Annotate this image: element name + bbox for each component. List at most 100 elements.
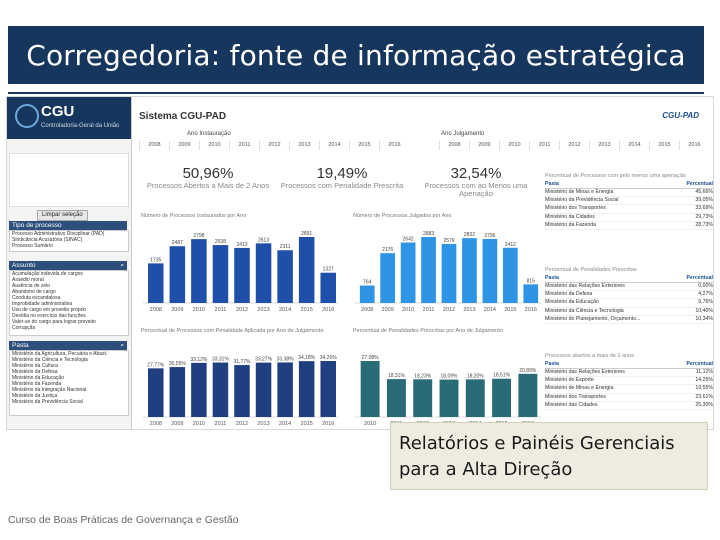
data-label: 815 bbox=[527, 278, 536, 284]
bar-chart-julgados: 764 2008 2176 2009 2642 2010 2883 2011 2579 2012 2… bbox=[355, 231, 541, 313]
table-row[interactable]: Ministério da Ciência e Tecnologia 10,40% bbox=[545, 308, 713, 316]
table-cell: 0,00% bbox=[698, 283, 713, 289]
list-item[interactable]: Ministério da Fazenda bbox=[12, 381, 62, 387]
tick-label: 2008 bbox=[150, 421, 162, 427]
list-item[interactable]: Uso de cargo em proveito próprio bbox=[12, 307, 87, 313]
list-item[interactable]: Corrupção bbox=[12, 325, 36, 331]
year-filter-item[interactable]: 2014 bbox=[619, 141, 649, 150]
column-header[interactable]: Percentual bbox=[686, 361, 713, 367]
list-item[interactable]: Ministério da Agricultura, Pecuária e Ab… bbox=[12, 351, 108, 357]
list-item[interactable]: Sindicância Acusatória (SINAC) bbox=[12, 237, 83, 243]
list-item[interactable]: Valer-se do cargo para lograr proveito bbox=[12, 319, 96, 325]
year-filter-item[interactable]: 2013 bbox=[589, 141, 619, 150]
table-header: Pasta Percentual bbox=[545, 274, 713, 283]
column-header[interactable]: Percentual bbox=[686, 181, 713, 187]
year-filter-item[interactable]: 2012 bbox=[559, 141, 589, 150]
year-filter-item[interactable]: 2016 bbox=[679, 141, 709, 150]
bar bbox=[320, 361, 336, 417]
table-row[interactable]: Ministério da Previdência Social 39,05% bbox=[545, 197, 713, 206]
bar bbox=[191, 239, 207, 303]
tick-label: 2012 bbox=[443, 307, 455, 313]
year-filter-item[interactable]: 2008 bbox=[439, 141, 469, 150]
data-label: 2832 bbox=[464, 232, 475, 238]
table-cell: 25,30% bbox=[695, 401, 713, 408]
table-row[interactable]: Ministério das Relações Exteriores 11,12% bbox=[545, 369, 713, 378]
logo-text: CGU bbox=[41, 103, 75, 120]
table-row[interactable]: Ministério da Cidades 29,73% bbox=[545, 214, 713, 222]
cgu-logo: CGU Controladoria-Geral da União bbox=[7, 97, 131, 139]
list-item[interactable]: Improbidade administrativa bbox=[12, 301, 73, 307]
year-filter-item[interactable]: 2009 bbox=[469, 141, 499, 150]
list-item[interactable]: Acumulação indevida de cargos bbox=[12, 271, 83, 277]
list-item[interactable]: Assédio moral bbox=[12, 277, 44, 283]
year-filter-item[interactable]: 2008 bbox=[139, 141, 169, 150]
column-header[interactable]: Pasta bbox=[545, 361, 559, 367]
year-filter-item[interactable]: 2013 bbox=[289, 141, 319, 150]
list-item[interactable]: Ministério da Justiça bbox=[12, 393, 58, 399]
kpi-label: Processos com Penalidade Prescrita bbox=[280, 181, 404, 190]
list-item[interactable]: Ministério da Cultura bbox=[12, 363, 58, 369]
table-cell: 11,12% bbox=[695, 369, 713, 375]
list-item[interactable]: Conduta escandalosa bbox=[12, 295, 61, 301]
list-item[interactable]: Processo Sumário bbox=[12, 243, 53, 249]
list-item[interactable]: Ausência de zelo bbox=[12, 283, 51, 289]
list-pasta[interactable]: Ministério da Agricultura, Pecuária e Ab… bbox=[9, 350, 129, 416]
table-abertos: Processos abertos a mais de 2 anos Pasta P… bbox=[545, 353, 713, 411]
bar bbox=[191, 362, 207, 417]
list-item[interactable]: Ministério da Previdência Social bbox=[12, 399, 83, 405]
table-row[interactable]: Ministério das Cidades 25,30% bbox=[545, 401, 713, 411]
data-label: 2487 bbox=[172, 240, 183, 246]
table-row[interactable]: Ministério dos Transportes 23,61% bbox=[545, 394, 713, 402]
year-filter-item[interactable]: 2010 bbox=[199, 141, 229, 150]
year-filter-item[interactable]: 2010 bbox=[499, 141, 529, 150]
list-assunto[interactable]: Acumulação indevida de cargos Assédio mo… bbox=[9, 270, 129, 336]
list-tipo[interactable]: Processo Administrativo Disciplinar (PAD… bbox=[9, 230, 129, 252]
column-header[interactable]: Percentual bbox=[686, 275, 713, 281]
year-filter-instauracao[interactable]: 2008 2009 2010 2011 2012 2013 2014 2015 2016 bbox=[139, 141, 409, 150]
list-item[interactable]: Processo Administrativo Disciplinar (PAD… bbox=[12, 231, 105, 237]
list-item[interactable]: Abandono de cargo bbox=[12, 289, 56, 295]
list-item[interactable]: Desídia no exercício das funções bbox=[12, 313, 86, 319]
selection-box bbox=[9, 153, 129, 207]
filter-label-instauracao: Ano Instauração bbox=[187, 131, 231, 137]
tick-label: 2010 bbox=[193, 307, 205, 313]
chart-title: Percentual de Penalidades Prescritas por… bbox=[353, 328, 503, 334]
list-item[interactable]: Ministério da Defesa bbox=[12, 369, 58, 375]
year-filter-item[interactable]: 2009 bbox=[169, 141, 199, 150]
list-item[interactable]: Ministério da Integração Nacional bbox=[12, 387, 87, 393]
data-label: 18,51% bbox=[493, 373, 511, 379]
year-filter-julgamento[interactable]: 2008 2009 2010 2011 2012 2013 2014 2015 2016 bbox=[439, 141, 709, 150]
tick-label: 2010 bbox=[193, 421, 205, 427]
data-label: 2642 bbox=[403, 237, 414, 243]
list-item[interactable]: Ministério da Educação bbox=[12, 375, 64, 381]
table-row[interactable]: Ministério de Minas e Energia 19,55% bbox=[545, 385, 713, 394]
tick-label: 2014 bbox=[279, 421, 291, 427]
year-filter-item[interactable]: 2015 bbox=[649, 141, 679, 150]
tick-label: 2011 bbox=[423, 307, 435, 313]
list-item[interactable]: Ministério da Ciência e Tecnologia bbox=[12, 357, 88, 363]
column-header[interactable]: Pasta bbox=[545, 275, 559, 281]
table-row[interactable]: Ministério do Esporte 14,25% bbox=[545, 377, 713, 386]
kpi-label: Processos Abertos a Mais de 2 Anos bbox=[146, 181, 270, 190]
table-row[interactable]: Ministério da Fazenda 28,73% bbox=[545, 222, 713, 231]
table-row[interactable]: Ministério do Planejamento, Orçamento...… bbox=[545, 316, 713, 325]
year-filter-item[interactable]: 2016 bbox=[379, 141, 409, 150]
table-row[interactable]: Ministério dos Transportes 33,69% bbox=[545, 205, 713, 214]
year-filter-item[interactable]: 2011 bbox=[529, 141, 559, 150]
table-row[interactable]: Ministério da Educação 9,76% bbox=[545, 299, 713, 308]
search-icon[interactable]: ⌕ bbox=[120, 342, 124, 349]
year-filter-item[interactable]: 2015 bbox=[349, 141, 379, 150]
bar-chart-instaurados: 1735 2008 2487 2009 2798 2010 2538 2011 2413 2012… bbox=[143, 231, 339, 313]
table-cell: 39,05% bbox=[695, 197, 713, 204]
year-filter-item[interactable]: 2014 bbox=[319, 141, 349, 150]
table-row[interactable]: Ministério das Relações Exteriores 0,00% bbox=[545, 283, 713, 292]
tick-label: 2010 bbox=[402, 307, 414, 313]
year-filter-item[interactable]: 2012 bbox=[259, 141, 289, 150]
table-row[interactable]: Ministério da Defesa 4,27% bbox=[545, 291, 713, 300]
year-filter-item[interactable]: 2011 bbox=[229, 141, 259, 150]
table-row[interactable]: Ministério de Minas e Energia 45,66% bbox=[545, 189, 713, 198]
table-title: Processos abertos a mais de 2 anos bbox=[545, 353, 634, 359]
search-icon[interactable]: ⌕ bbox=[120, 262, 124, 269]
clear-selection-button[interactable]: Limpar seleção bbox=[37, 210, 88, 221]
column-header[interactable]: Pasta bbox=[545, 181, 559, 187]
